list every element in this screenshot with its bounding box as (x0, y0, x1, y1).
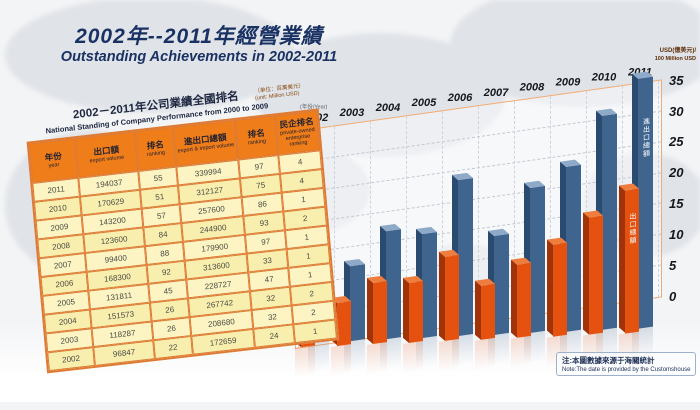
table-value-cell: 1 (293, 319, 337, 344)
x-axis-year-label: 2009 (555, 76, 581, 89)
table-header-cell: 排名 ranking (134, 127, 177, 171)
x-axis-year-label: 2006 (447, 91, 473, 104)
y-axis-title: USD(億美元)/ 100 Million USD (620, 48, 696, 62)
table-header-en: ranking (247, 138, 267, 147)
y-axis-tick-label: 30 (669, 103, 684, 119)
y-axis-title-zh: USD(億美元)/ (659, 48, 696, 54)
x-axis-year-label: 2005 (411, 96, 437, 109)
export-bar: 出口總額 (619, 188, 639, 364)
export-bar (583, 215, 603, 366)
bar-reflection (439, 338, 459, 372)
source-note-zh: 注:本圖數據來源于海關統計 (562, 356, 655, 365)
total-bar: 進出口總額 (632, 76, 653, 360)
total-bar-label: 進出口總額 (642, 117, 650, 159)
bar-reflection (403, 340, 423, 374)
export-bar (331, 301, 351, 377)
table-header-zh: 年份 (44, 150, 63, 163)
table-year-cell: 2002 (47, 347, 95, 372)
table-header-cell: 排名 ranking (234, 115, 279, 160)
total-bar (416, 232, 437, 369)
table-value-cell: 22 (153, 335, 193, 360)
source-note: 注:本圖數據來源于海關統計 Note:The date is provided … (556, 352, 697, 376)
total-bar (488, 234, 509, 366)
x-axis-year-label: 2007 (483, 86, 509, 99)
bar-reflection (475, 337, 495, 371)
export-bar (511, 262, 531, 369)
table-value-cell: 24 (253, 324, 295, 348)
y-axis-tick-label: 15 (669, 196, 684, 212)
table-grid: 年份 year 出口額 export volume 排名 ranking 進出口總額 expo… (26, 108, 340, 374)
table-header-cell: 出口額 export volume (74, 131, 139, 178)
y-axis-tick-label: 20 (669, 165, 684, 181)
y-axis-tick-label: 35 (669, 72, 684, 88)
y-axis-tick-label: 10 (669, 227, 684, 242)
total-bar (380, 228, 401, 371)
bar-reflection (511, 335, 531, 369)
total-bar (560, 164, 581, 363)
y-axis-tick-label: 5 (669, 257, 677, 273)
y-axis-title-en: 100 Million USD (654, 55, 696, 62)
x-axis-year-label: 2008 (519, 81, 545, 94)
export-bar (367, 280, 387, 375)
page-title-en: Outstanding Achievements in 2002-2011 (60, 49, 338, 66)
export-bar-label: 出口總額 (629, 212, 636, 246)
export-bar (439, 255, 459, 372)
export-bar (403, 281, 423, 374)
table-header-en: year (48, 162, 60, 170)
bar-reflection (295, 345, 315, 378)
performance-table-body: 2011 194037 55 339994 97 4 2010 170629 51 312127 7… (32, 150, 337, 372)
y-axis-tick-label: 0 (669, 288, 677, 304)
gridline-vertical (658, 80, 659, 297)
x-axis-year-label: 2010 (591, 71, 617, 84)
page-title: 2002年--2011年經營業績 Outstanding Achievement… (34, 25, 364, 66)
export-bar (547, 242, 567, 368)
y-axis-tick-label: 25 (669, 134, 684, 150)
total-bar (452, 177, 473, 367)
table-header-cell: 年份 year (28, 138, 79, 184)
source-note-en: Note:The date is provided by the Customs… (562, 367, 691, 373)
x-axis-year-label: 2003 (339, 106, 365, 119)
total-bar (596, 113, 617, 361)
total-bar (524, 185, 545, 364)
bar-reflection (367, 342, 387, 375)
table-header-en: ranking (146, 150, 166, 159)
table-header-en: private-owned enterprise ranking (279, 126, 315, 148)
x-axis-year-label: 2004 (375, 101, 401, 114)
total-bar (344, 264, 365, 372)
export-bar (475, 283, 495, 371)
bar-reflection (331, 343, 351, 377)
page-title-zh: 2002年--2011年經營業績 (75, 25, 323, 48)
table-header-cell: 民企排名 private-owned enterprise ranking (274, 110, 321, 156)
performance-table: 2002－2011年公司業績全國排名 National Standing of … (24, 79, 340, 374)
